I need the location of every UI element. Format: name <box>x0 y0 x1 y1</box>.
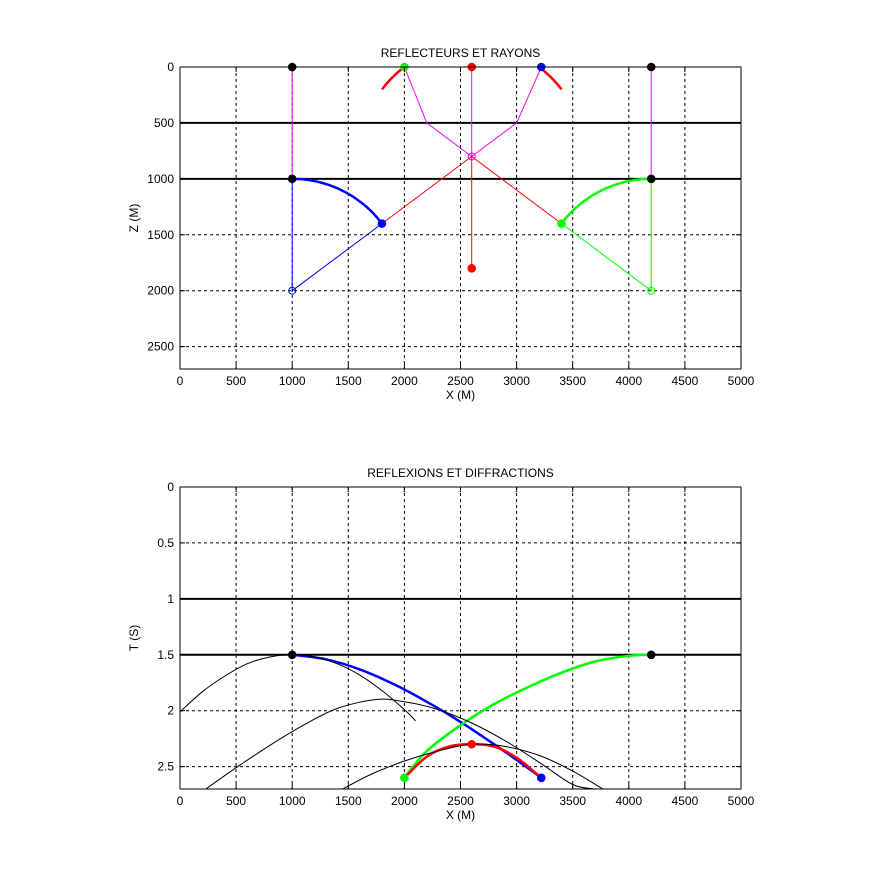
data-marker <box>287 174 297 184</box>
x-tick-label: 2000 <box>391 374 418 388</box>
chart-title: REFLEXIONS ET DIFFRACTIONS <box>367 466 553 480</box>
x-tick-label: 0 <box>177 794 184 808</box>
x-tick-label: 4500 <box>672 374 699 388</box>
data-marker <box>377 219 387 228</box>
y-tick-label: 1 <box>167 592 174 606</box>
y-tick-label: 1000 <box>147 172 174 186</box>
x-tick-label: 5000 <box>728 794 755 808</box>
chart-2: 0 500 1000 1500 2000 2500 3000 3500 4000 4500 5000… <box>127 466 755 822</box>
series-line <box>403 653 652 779</box>
x-tick-label: 500 <box>226 794 246 808</box>
x-tick-label: 3000 <box>503 794 530 808</box>
y-tick-label: 0 <box>167 480 174 494</box>
y-axis-label: T (S) <box>127 625 141 651</box>
x-tick-label: 3000 <box>503 374 530 388</box>
data-marker <box>646 174 656 184</box>
data-marker <box>536 773 546 783</box>
reflection-curve <box>560 177 652 225</box>
series-line <box>180 654 416 722</box>
y-tick-label: 2 <box>167 704 174 718</box>
reflection-curve <box>292 177 383 225</box>
series-line <box>205 698 596 789</box>
data-marker <box>646 650 656 660</box>
data-marker <box>467 264 477 273</box>
x-tick-label: 4500 <box>672 794 699 808</box>
y-tick-label: 500 <box>154 116 174 130</box>
x-tick-label: 5000 <box>728 374 755 388</box>
y-tick-label: 1500 <box>147 228 174 242</box>
data-marker <box>557 219 566 228</box>
chart-title: REFLECTEURS ET RAYONS <box>381 46 541 60</box>
y-tick-label: 0.5 <box>157 536 174 550</box>
x-tick-label: 3500 <box>559 374 586 388</box>
data-marker <box>467 739 477 749</box>
y-axis-label: Z (M) <box>127 204 141 233</box>
x-tick-label: 4000 <box>615 374 642 388</box>
open-marker <box>647 286 656 295</box>
ray-path <box>561 178 652 292</box>
data-marker <box>287 650 297 660</box>
x-tick-label: 3500 <box>559 794 586 808</box>
ray-path <box>291 178 383 292</box>
y-tick-label: 1.5 <box>157 648 174 662</box>
x-tick-label: 1500 <box>335 374 362 388</box>
open-marker <box>467 152 476 161</box>
plot-content <box>180 67 741 292</box>
x-tick-label: 2500 <box>447 794 474 808</box>
y-tick-label: 2000 <box>147 284 174 298</box>
y-tick-label: 0 <box>167 60 174 74</box>
data-marker <box>400 773 409 783</box>
y-tick-label: 2500 <box>147 340 174 354</box>
series-line <box>292 653 543 779</box>
x-axis-label: X (M) <box>446 808 475 822</box>
x-axis-label: X (M) <box>446 388 475 402</box>
chart-1: 0 500 1000 1500 2000 2500 3000 3500 4000 4500 5000… <box>127 46 755 402</box>
x-tick-label: 2000 <box>391 794 418 808</box>
x-tick-label: 500 <box>226 374 246 388</box>
x-tick-label: 1000 <box>279 794 306 808</box>
y-tick-label: 2.5 <box>157 760 174 774</box>
x-tick-label: 0 <box>177 374 184 388</box>
x-tick-label: 4000 <box>615 794 642 808</box>
x-tick-label: 2500 <box>447 374 474 388</box>
x-tick-label: 1500 <box>335 794 362 808</box>
x-tick-label: 1000 <box>279 374 306 388</box>
open-marker <box>288 286 297 295</box>
